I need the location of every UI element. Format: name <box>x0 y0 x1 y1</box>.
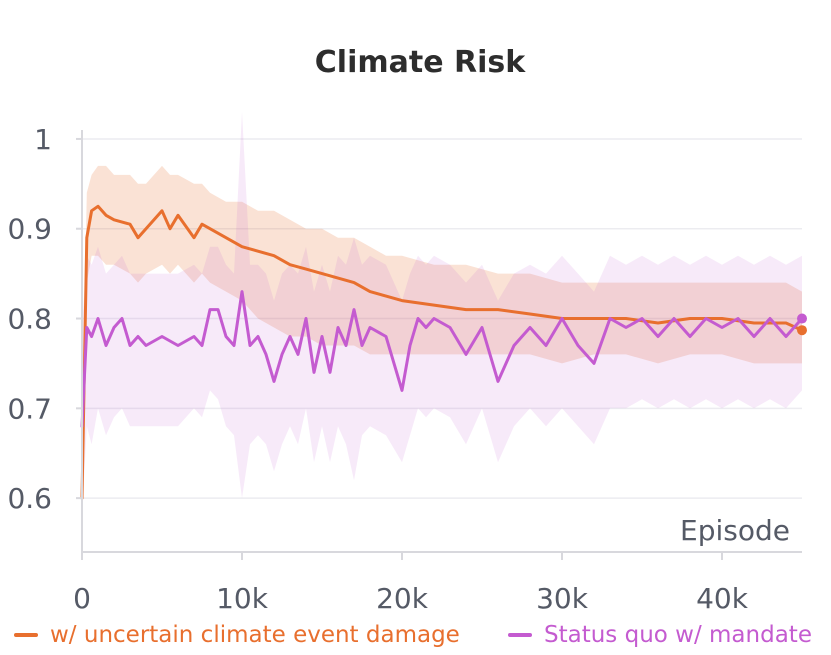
legend-label-series-1: w/ uncertain climate event damage <box>50 622 460 648</box>
y-tick-label: 0.8 <box>7 303 52 336</box>
x-tick-label: 30k <box>536 582 589 615</box>
confidence-bands <box>82 112 802 534</box>
legend-swatch-series-2 <box>508 633 532 637</box>
x-tick-label: 40k <box>696 582 749 615</box>
series-2-line <box>80 290 804 428</box>
series-2-end-marker <box>797 313 807 324</box>
line-chart: Climate Risk 0.60.70.80.910 10k 20k 30k 40k … <box>7 45 807 615</box>
legend-item-series-1[interactable]: w/ uncertain climate event damage <box>14 622 460 648</box>
legend-label-series-2: Status quo w/ mandate <box>544 622 812 648</box>
y-tick-label: 0.6 <box>7 482 52 515</box>
series-1-end-marker <box>797 325 807 336</box>
x-tick-label: 0 <box>73 582 91 615</box>
series-2-band <box>82 112 802 517</box>
y-tick-label: 1 <box>34 123 52 156</box>
series-lines <box>80 204 807 500</box>
x-tick-label: 20k <box>376 582 429 615</box>
y-tick-label: 0.9 <box>7 213 52 246</box>
x-tick-label: 10k <box>216 582 269 615</box>
x-axis-label: Episode <box>680 514 790 547</box>
grid <box>82 138 802 499</box>
series-1-band <box>82 165 802 534</box>
legend-item-series-2[interactable]: Status quo w/ mandate <box>508 622 812 648</box>
chart-title: Climate Risk <box>315 45 526 80</box>
axes: 0.6 0.7 0.8 0.9 1 0 10k 20k 30k 40k <box>7 123 802 615</box>
y-tick-label: 0.7 <box>7 392 52 425</box>
legend-swatch-series-1 <box>14 633 38 637</box>
legend: w/ uncertain climate event damage Status… <box>0 622 831 655</box>
